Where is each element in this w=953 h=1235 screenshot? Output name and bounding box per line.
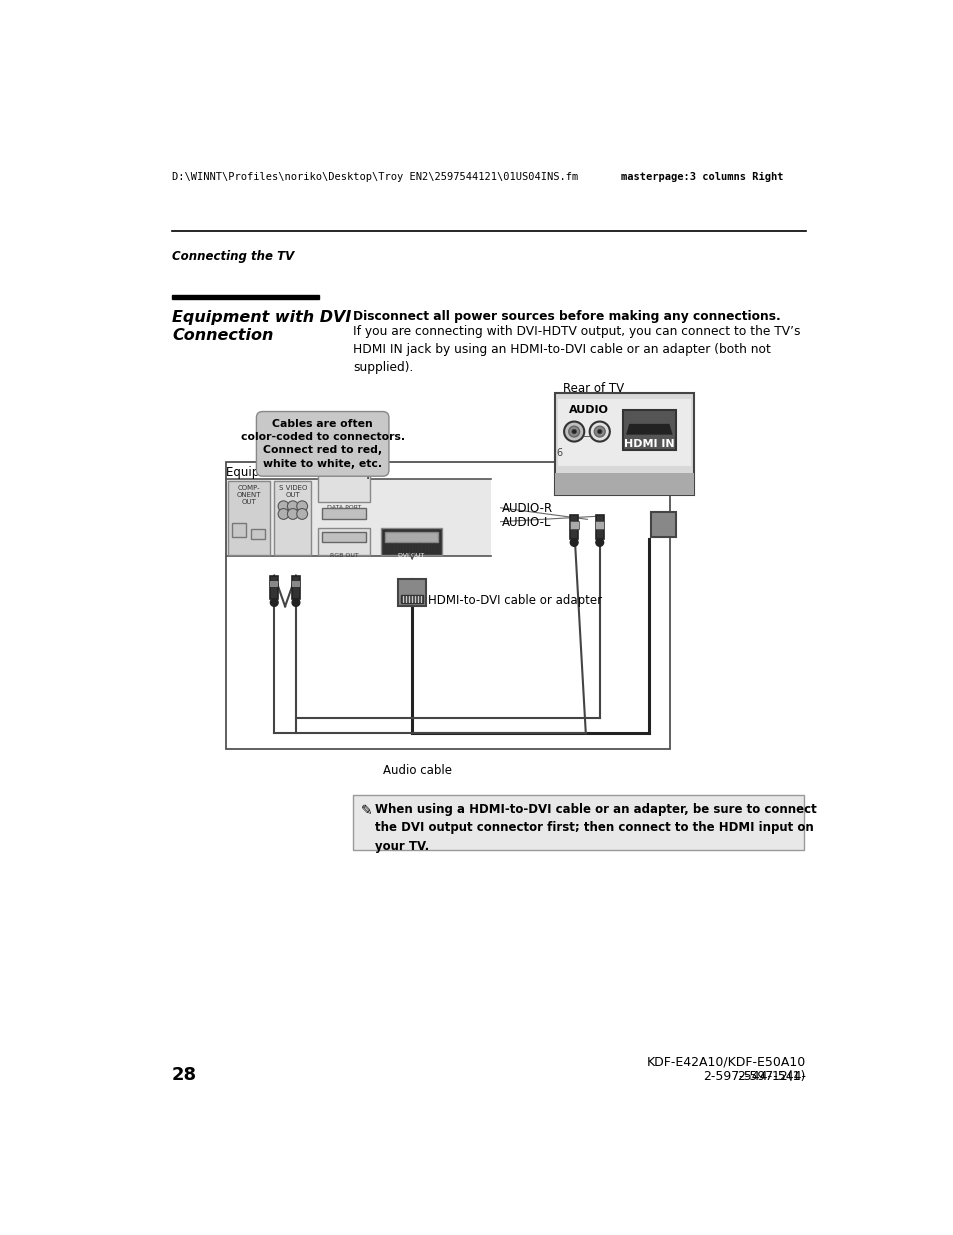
Text: 2-597-544-: 2-597-544-: [736, 1070, 805, 1083]
Text: Rear of TV: Rear of TV: [562, 382, 623, 394]
Circle shape: [296, 509, 307, 520]
Bar: [226, 462, 669, 748]
Text: masterpage:3 columns Right: masterpage:3 columns Right: [620, 173, 783, 183]
Text: Connection: Connection: [172, 329, 274, 343]
Bar: [570, 515, 578, 538]
Circle shape: [571, 430, 576, 433]
Text: —: —: [582, 431, 592, 441]
Bar: [569, 521, 578, 529]
Bar: [353, 795, 803, 851]
Text: If you are connecting with DVI-HDTV output, you can connect to the TV’s
HDMI IN : If you are connecting with DVI-HDTV outp…: [353, 325, 800, 374]
Text: COMP-
ONENT
OUT: COMP- ONENT OUT: [236, 485, 261, 505]
Circle shape: [594, 426, 604, 437]
Circle shape: [589, 421, 609, 442]
Bar: [595, 521, 604, 529]
Text: S VIDEO
OUT: S VIDEO OUT: [278, 485, 307, 499]
Text: HDMI-to-DVI cable or adapter: HDMI-to-DVI cable or adapter: [427, 594, 601, 606]
Text: 2-597-544-12(1): 2-597-544-12(1): [702, 1070, 805, 1083]
Bar: [555, 393, 694, 495]
Circle shape: [292, 599, 299, 606]
Bar: [401, 595, 422, 603]
Text: D:\WINNT\Profiles\noriko\Desktop\Troy EN2\2597544121\01US04INS.fm: D:\WINNT\Profiles\noriko\Desktop\Troy EN…: [172, 173, 578, 183]
Text: Disconnect all power sources before making any connections.: Disconnect all power sources before maki…: [353, 310, 781, 322]
Circle shape: [597, 430, 601, 433]
Circle shape: [270, 599, 278, 606]
Bar: [274, 480, 311, 555]
Circle shape: [278, 501, 289, 511]
Text: DVI OUT: DVI OUT: [398, 553, 424, 558]
Bar: [233, 524, 246, 537]
Text: Connecting the TV: Connecting the TV: [172, 249, 294, 263]
Bar: [622, 410, 675, 450]
Bar: [226, 479, 491, 556]
Circle shape: [287, 501, 298, 511]
Text: Equipment with DVI: Equipment with DVI: [172, 310, 351, 325]
Circle shape: [563, 421, 583, 442]
Bar: [317, 472, 370, 503]
Bar: [558, 399, 691, 466]
Bar: [385, 532, 437, 542]
Bar: [270, 580, 278, 587]
Text: When using a HDMI-to-DVI cable or an adapter, be sure to connect
the DVI output : When using a HDMI-to-DVI cable or an ada…: [375, 803, 816, 852]
Text: 28: 28: [172, 1066, 197, 1084]
Bar: [228, 480, 270, 555]
Text: Equipment with DVI output: Equipment with DVI output: [226, 466, 386, 479]
Circle shape: [296, 501, 307, 511]
Circle shape: [570, 538, 578, 546]
Text: 6: 6: [556, 448, 562, 458]
Bar: [321, 508, 366, 520]
Circle shape: [278, 509, 289, 520]
Text: HDMI IN: HDMI IN: [623, 438, 674, 448]
Text: Audio cable: Audio cable: [383, 764, 452, 777]
Text: AUDIO: AUDIO: [568, 405, 608, 415]
Circle shape: [596, 538, 603, 546]
Bar: [317, 527, 370, 555]
Text: DATA PORT: DATA PORT: [327, 505, 361, 510]
Bar: [650, 513, 675, 537]
Bar: [397, 579, 426, 606]
Text: AUDIO-R: AUDIO-R: [501, 503, 553, 515]
Circle shape: [568, 426, 579, 437]
Circle shape: [287, 509, 298, 520]
Bar: [292, 580, 299, 587]
Bar: [172, 295, 319, 299]
Text: AUDIO-L: AUDIO-L: [501, 516, 551, 530]
Bar: [596, 515, 603, 538]
Bar: [381, 527, 441, 555]
Bar: [292, 576, 299, 599]
Text: RGB OUT: RGB OUT: [330, 553, 358, 558]
Bar: [270, 576, 278, 599]
Bar: [251, 529, 265, 540]
Text: ✎: ✎: [360, 804, 373, 819]
Polygon shape: [625, 424, 672, 435]
Bar: [321, 531, 366, 542]
Bar: [555, 473, 694, 495]
FancyBboxPatch shape: [256, 411, 389, 477]
Text: KDF-E42A10/KDF-E50A10: KDF-E42A10/KDF-E50A10: [646, 1055, 805, 1068]
Text: Cables are often
color-coded to connectors.
Connect red to red,
white to white, : Cables are often color-coded to connecto…: [240, 419, 404, 468]
